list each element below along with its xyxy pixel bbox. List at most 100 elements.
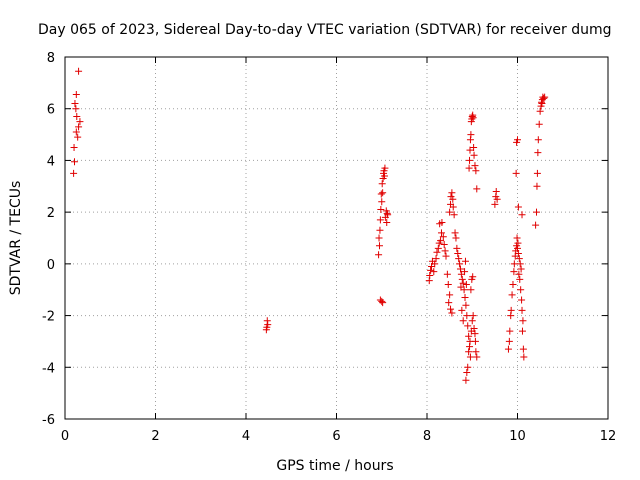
data-point xyxy=(518,327,526,335)
data-point xyxy=(513,234,521,242)
chart-title: Day 065 of 2023, Sidereal Day-to-day VTE… xyxy=(38,22,612,38)
data-point xyxy=(448,189,456,197)
data-point xyxy=(459,279,467,287)
data-point xyxy=(471,162,479,170)
y-tick-label: 8 xyxy=(47,51,55,66)
data-point xyxy=(464,322,472,330)
data-point xyxy=(430,268,438,276)
data-point xyxy=(541,93,549,101)
data-point xyxy=(379,189,387,197)
data-point xyxy=(463,368,471,376)
data-point xyxy=(468,115,476,123)
data-point xyxy=(466,156,474,164)
data-point xyxy=(533,182,541,190)
data-point xyxy=(493,195,501,203)
data-point xyxy=(375,234,383,242)
data-point xyxy=(515,255,523,263)
data-point xyxy=(467,131,475,139)
data-point xyxy=(438,218,446,226)
data-point xyxy=(463,312,471,320)
data-point xyxy=(465,348,473,356)
data-point xyxy=(506,327,514,335)
data-point xyxy=(446,208,454,216)
data-point xyxy=(449,195,457,203)
data-point xyxy=(514,239,522,247)
data-point xyxy=(508,291,516,299)
data-point xyxy=(536,107,544,115)
data-point xyxy=(505,337,513,345)
data-point xyxy=(447,305,455,313)
x-tick-label: 4 xyxy=(242,429,250,444)
data-point xyxy=(74,133,82,141)
y-tick-label: -2 xyxy=(42,310,55,325)
x-tick-label: 8 xyxy=(423,429,431,444)
data-point xyxy=(470,325,478,332)
data-point xyxy=(518,306,526,314)
data-point xyxy=(444,281,452,289)
data-point xyxy=(491,200,499,208)
data-points xyxy=(70,67,549,384)
data-point xyxy=(540,94,548,102)
data-point xyxy=(456,260,464,268)
data-point xyxy=(378,198,386,206)
data-point xyxy=(72,128,80,136)
y-tick-label: -4 xyxy=(42,361,55,376)
data-point xyxy=(443,270,451,278)
grid xyxy=(65,57,608,419)
data-point xyxy=(472,167,480,175)
data-point xyxy=(469,114,477,122)
data-point xyxy=(461,257,469,265)
data-point xyxy=(472,348,480,356)
data-point xyxy=(466,146,474,154)
x-tick-label: 6 xyxy=(332,429,340,444)
data-point xyxy=(72,90,80,98)
data-point xyxy=(437,237,445,245)
data-point xyxy=(467,286,475,294)
data-point xyxy=(262,326,270,334)
data-point xyxy=(437,229,445,237)
data-point xyxy=(492,187,500,195)
data-point xyxy=(442,252,450,260)
data-point xyxy=(70,144,78,151)
data-point xyxy=(71,158,79,166)
data-point xyxy=(375,242,383,250)
data-point xyxy=(468,317,476,325)
data-point xyxy=(515,270,523,278)
data-point xyxy=(379,299,387,307)
data-point xyxy=(538,100,546,108)
data-point xyxy=(72,105,80,113)
data-point xyxy=(456,265,464,273)
data-point xyxy=(440,240,448,248)
data-point xyxy=(470,144,478,151)
data-point xyxy=(473,185,481,193)
data-point xyxy=(381,164,389,172)
data-point xyxy=(452,234,460,242)
data-point xyxy=(453,244,461,252)
axis-ticks: 0 2 4 6 8 10 12 -6 -4 -2 0 2 4 6 8 xyxy=(42,51,616,444)
data-point xyxy=(534,149,542,157)
data-point xyxy=(507,306,515,314)
data-point xyxy=(519,345,527,353)
y-tick-label: 2 xyxy=(47,206,55,221)
data-point xyxy=(458,275,466,283)
data-point xyxy=(376,226,384,234)
data-point xyxy=(504,345,512,353)
data-point xyxy=(461,268,469,276)
data-point xyxy=(514,250,522,258)
data-point xyxy=(377,190,385,198)
data-point xyxy=(445,299,453,307)
data-point xyxy=(532,221,540,229)
y-tick-label: 4 xyxy=(47,154,55,169)
data-point xyxy=(76,118,84,126)
data-point xyxy=(446,291,454,299)
data-point xyxy=(509,281,517,289)
data-point xyxy=(433,248,441,256)
data-point xyxy=(384,211,392,219)
data-point xyxy=(471,337,479,345)
data-point xyxy=(378,297,386,305)
data-point xyxy=(441,247,449,255)
y-tick-label: 0 xyxy=(47,258,55,273)
data-point xyxy=(518,211,526,219)
data-point xyxy=(427,266,435,274)
